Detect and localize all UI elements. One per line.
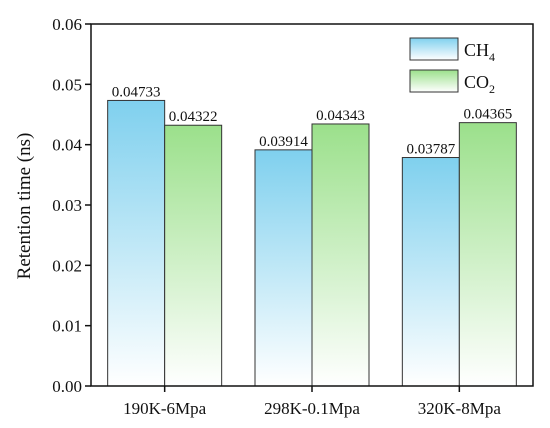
x-tick-label: 298K-0.1Mpa [264,399,360,418]
plot-frame [90,23,534,387]
data-label-ch4-2: 0.03914 [259,134,308,150]
legend-label-ch4: CH4 [464,40,495,64]
y-axis-title: Retention time (ns) [14,133,35,280]
bar-ch4-3 [401,157,460,387]
bar-co2-1 [164,124,223,387]
y-tick-label: 0.03 [52,196,82,215]
data-label-co2-1: 0.04322 [169,109,218,125]
bar-co2-3 [458,122,517,387]
data-label-co2-2: 0.04343 [316,108,365,124]
y-tick-label: 0.02 [52,256,82,275]
y-tick-label: 0.01 [52,317,82,336]
bar-co2-2 [311,123,370,387]
y-tick-label: 0.00 [52,377,82,396]
x-tick-label: 320K-8Mpa [418,399,502,418]
y-tick-label: 0.04 [52,136,82,155]
y-tick-label: 0.06 [52,15,82,34]
legend-swatch-co2 [409,69,459,93]
bar-ch4-2 [254,149,313,387]
legend-label-co2: CO2 [464,72,495,96]
bar-ch4-1 [107,99,166,387]
data-label-ch4-1: 0.04733 [112,84,161,100]
y-tick-label: 0.05 [52,75,82,94]
data-label-ch4-3: 0.03787 [406,142,455,158]
data-label-co2-3: 0.04365 [463,107,512,123]
x-tick-label: 190K-6Mpa [123,399,207,418]
legend-swatch-ch4 [409,37,459,61]
